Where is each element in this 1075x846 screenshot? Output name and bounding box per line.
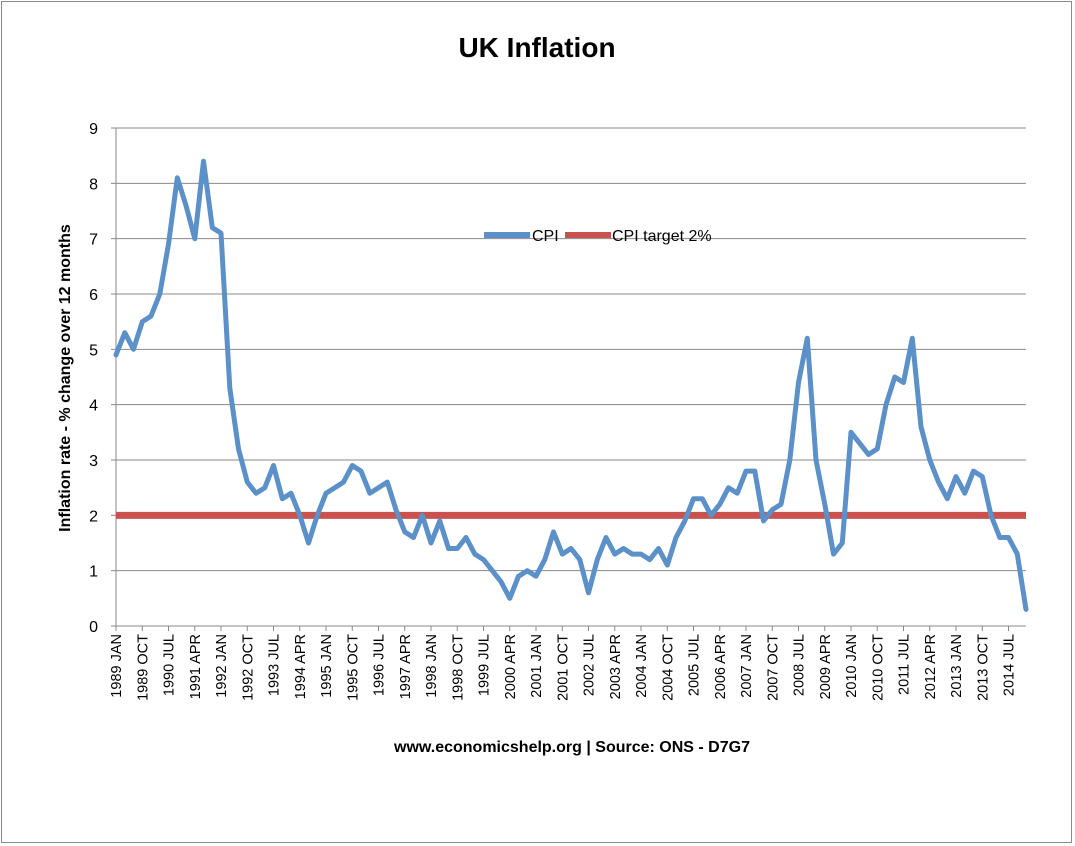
y-tick-label: 1 — [89, 564, 98, 581]
x-tick-label: 1997 APR — [398, 634, 414, 699]
y-tick-label: 2 — [89, 508, 98, 525]
x-tick-label: 1992 JAN — [214, 634, 230, 698]
x-tick-label: 2012 APR — [923, 634, 939, 699]
x-tick-label: 2010 JAN — [844, 634, 860, 698]
x-tick-label: 2008 JUL — [792, 634, 808, 696]
x-tick-label: 1994 APR — [293, 634, 309, 699]
x-tick-label: 2001 OCT — [555, 634, 571, 701]
x-tick-label: 1998 JAN — [424, 634, 440, 698]
x-tick-label: 1989 OCT — [135, 634, 151, 701]
x-axis-ticks: 1989 JAN 1989 OCT 1990 JUL 1991 APR 1992 JAN… — [109, 626, 1018, 701]
x-tick-label: 2005 JUL — [687, 634, 703, 696]
legend: CPI CPI target 2% — [484, 228, 712, 245]
x-tick-label: 1996 JUL — [372, 634, 388, 696]
x-tick-label: 2006 APR — [713, 634, 729, 699]
legend-label-cpi-target: CPI target 2% — [612, 228, 712, 245]
x-tick-label: 2009 APR — [818, 634, 834, 699]
series-line-cpi — [113, 158, 1029, 612]
x-axis-label: www.economicshelp.org | Source: ONS - D7… — [393, 739, 750, 756]
y-tick-label: 5 — [89, 342, 98, 359]
legend-label-cpi: CPI — [532, 228, 559, 245]
x-tick-label: 1998 OCT — [450, 634, 466, 701]
y-tick-label: 6 — [89, 287, 98, 304]
x-tick-label: 2013 OCT — [975, 634, 991, 701]
x-tick-label: 2007 OCT — [765, 634, 781, 701]
y-tick-label: 4 — [89, 398, 98, 415]
y-tick-label: 0 — [89, 619, 98, 636]
chart-title: UK Inflation — [458, 32, 615, 63]
x-tick-label: 1999 JUL — [477, 634, 493, 696]
x-tick-label: 1991 APR — [188, 634, 204, 699]
x-tick-label: 2013 JAN — [949, 634, 965, 698]
x-tick-label: 2011 JUL — [897, 634, 913, 695]
y-tick-label: 3 — [89, 453, 98, 470]
x-tick-label: 1990 JUL — [162, 634, 178, 696]
series-group — [113, 158, 1029, 612]
x-tick-label: 2002 JUL — [582, 634, 598, 696]
y-axis-label: Inflation rate - % change over 12 months — [57, 224, 74, 532]
x-tick-label: 2014 JUL — [1002, 634, 1018, 696]
x-tick-label: 2004 JAN — [634, 634, 650, 698]
x-tick-label: 2007 JAN — [739, 634, 755, 698]
x-tick-label: 2001 JAN — [529, 634, 545, 698]
x-tick-label: 1995 JAN — [319, 634, 335, 698]
x-tick-label: 2000 APR — [503, 634, 519, 699]
y-axis-ticks: 0 1 2 3 4 5 6 7 8 9 — [89, 121, 116, 636]
x-tick-label: 2004 OCT — [660, 634, 676, 701]
x-tick-label: 1995 OCT — [345, 634, 361, 701]
x-tick-label: 2003 APR — [608, 634, 624, 699]
x-tick-label: 1992 OCT — [240, 634, 256, 701]
gridlines — [115, 127, 1026, 627]
x-tick-label: 1993 JUL — [267, 634, 283, 696]
y-tick-label: 9 — [89, 121, 98, 138]
y-tick-label: 8 — [89, 176, 98, 193]
x-tick-label: 2010 OCT — [870, 634, 886, 701]
x-tick-label: 1989 JAN — [109, 634, 125, 698]
y-tick-label: 7 — [89, 232, 98, 249]
